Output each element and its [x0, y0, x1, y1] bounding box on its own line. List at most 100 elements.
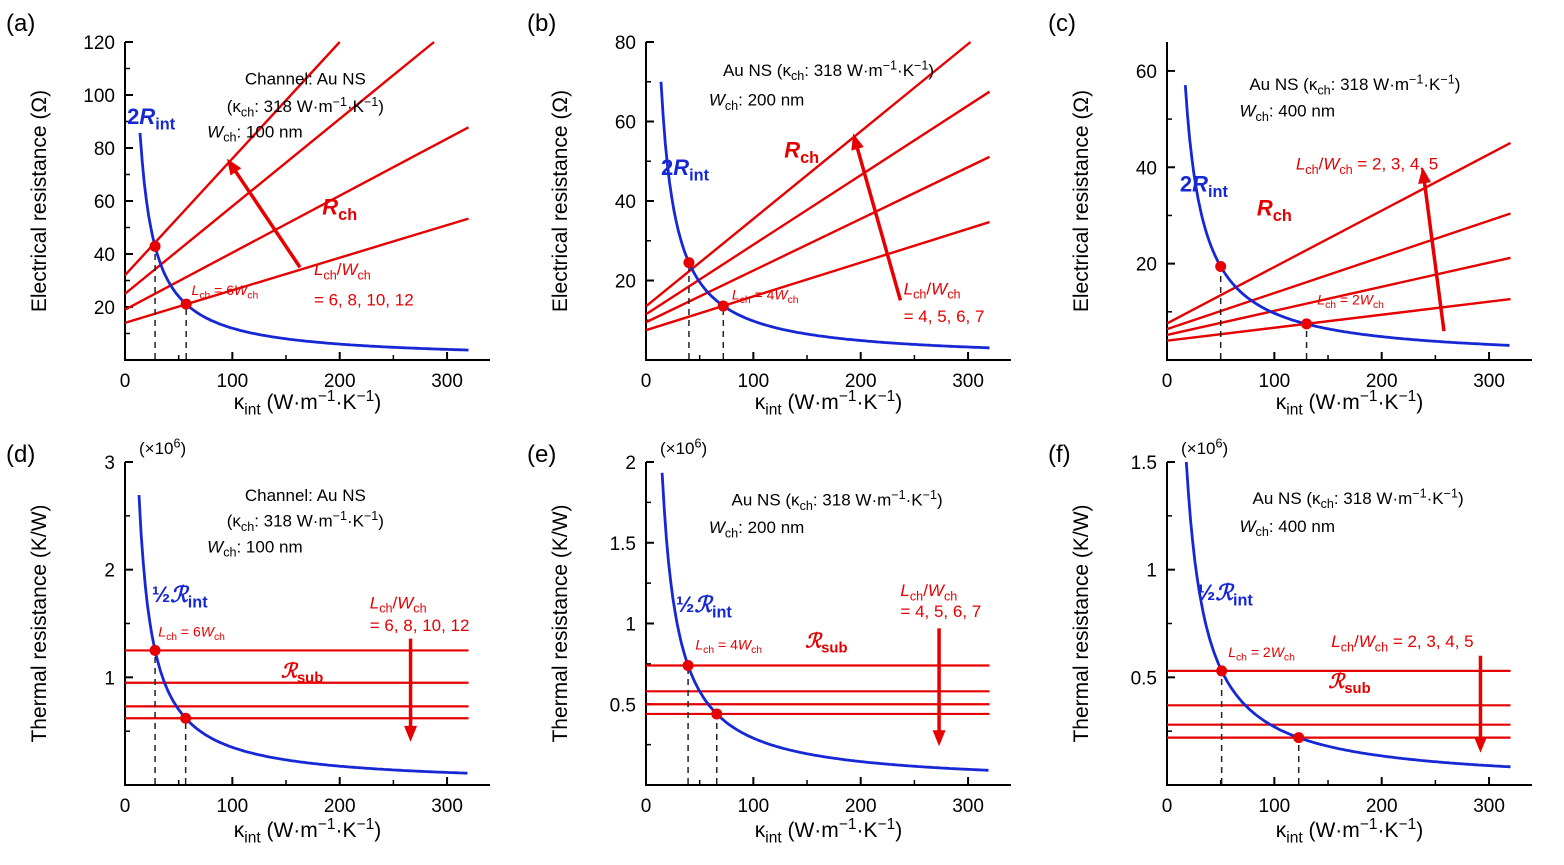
panel-tag: (d)	[6, 441, 35, 468]
lw-equality-label: Lch = 2Wch	[1317, 292, 1384, 312]
y-axis-label: Thermal resistance (K/W)	[28, 504, 51, 742]
x-tick-label: 300	[431, 796, 463, 817]
blue-curve	[659, 81, 990, 350]
trend-arrow-head	[404, 725, 418, 742]
panel-tag: (f)	[1048, 441, 1071, 468]
panel-subtitle: (κch: 318 W·m−1·K−1)	[227, 95, 384, 120]
y-tick-label: 60	[94, 192, 115, 213]
panel-d: 0 100 200 300 1 2 3 Channel: Au NS (κch: 318 W·m…	[0, 433, 521, 865]
scale-label: (×106)	[660, 437, 707, 458]
x-tick-label: 200	[1366, 371, 1398, 392]
red-line	[124, 41, 435, 295]
ratio-list-values: = 6, 8, 10, 12	[370, 616, 470, 635]
scale-label: (×106)	[139, 437, 186, 458]
y-tick-label: 60	[615, 113, 636, 134]
trend-arrow-head	[932, 730, 946, 747]
x-tick-label: 100	[1259, 371, 1291, 392]
red-hlines-label: ℛsub	[281, 658, 323, 686]
channel-width-label: Wch: 100 nm	[207, 122, 303, 144]
data-dot	[1216, 665, 1228, 677]
panel-title: Au NS (κch: 318 W·m−1·K−1)	[732, 488, 943, 513]
ratio-list-values: = 4, 5, 6, 7	[900, 602, 981, 621]
panel-tag: (e)	[527, 441, 556, 468]
data-dot	[1293, 732, 1305, 744]
trend-arrow-head	[1418, 167, 1432, 184]
axes	[124, 42, 490, 361]
panel-title: Au NS (κch: 318 W·m−1·K−1)	[723, 58, 934, 83]
red-line	[645, 90, 991, 316]
trend-arrow	[1422, 176, 1446, 332]
red-line	[124, 41, 341, 277]
y-tick-label: 20	[1136, 255, 1157, 276]
data-dot	[149, 240, 161, 252]
x-axis-label: κint (W·m−1·K−1)	[1276, 388, 1423, 418]
red-line	[1166, 212, 1511, 331]
trend-arrow-head	[851, 133, 864, 151]
lw-equality-label: Lch = 2Wch	[1228, 644, 1295, 664]
y-tick-label: 2	[625, 453, 636, 474]
x-axis-label: κint (W·m−1·K−1)	[755, 388, 902, 418]
panel-e: 0 100 200 300 0.5 1 1.5 2 Au NS (κch: 318 W·m−1·…	[521, 433, 1042, 865]
red-line	[645, 155, 991, 324]
ratio-list-label: Lch/Wch = 2, 3, 4, 5	[1331, 632, 1473, 654]
y-tick-label: 120	[83, 33, 115, 54]
panel-a: 0 100 200 300 20 40 60 80 100 120 Channel: Au NS (κ…	[0, 0, 521, 433]
x-tick-label: 300	[952, 796, 984, 817]
y-tick-label: 2	[104, 561, 115, 582]
red-lines-label: Rch	[784, 137, 819, 167]
lw-equality-label: Lch = 6Wch	[192, 282, 259, 302]
channel-width-label: Wch: 200 nm	[709, 518, 805, 540]
red-line	[124, 126, 470, 311]
x-tick-label: 100	[738, 371, 770, 392]
panel-subtitle: (κch: 318 W·m−1·K−1)	[227, 509, 384, 534]
ratio-list-label: Lch/Wch	[314, 260, 371, 282]
y-tick-label: 40	[615, 192, 636, 213]
red-hlines-label: ℛsub	[805, 629, 847, 657]
x-tick-label: 200	[845, 371, 877, 392]
trend-arrow	[854, 142, 903, 301]
panel-tag: (a)	[6, 10, 35, 37]
ratio-list-values: = 6, 8, 10, 12	[314, 291, 414, 310]
y-tick-label: 40	[1136, 158, 1157, 179]
panel-d-chart: 0 100 200 300 1 2 3 Channel: Au NS (κch: 318 W·m…	[6, 437, 490, 846]
x-tick-label: 200	[845, 796, 877, 817]
y-axis-label: Electrical resistance (Ω)	[549, 90, 572, 312]
x-tick-label: 100	[217, 371, 249, 392]
y-axis-label: Thermal resistance (K/W)	[1070, 504, 1093, 742]
panel-b-chart: 0 100 200 300 20 40 60 80 Au NS (κch: 318 W·m−1·…	[527, 10, 1011, 418]
x-tick-label: 0	[1162, 796, 1173, 817]
red-line	[1166, 256, 1511, 337]
x-tick-label: 100	[738, 796, 770, 817]
y-tick-label: 80	[615, 33, 636, 54]
panel-a-chart: 0 100 200 300 20 40 60 80 100 120 Channel: Au NS (κ…	[6, 10, 490, 418]
panel-title: Au NS (κch: 318 W·m−1·K−1)	[1253, 487, 1464, 512]
red-line	[1166, 141, 1512, 325]
panel-f-chart: 0 100 200 300 0.5 1 1.5 Au NS (κch: 318 W·m−1·K…	[1048, 437, 1532, 846]
ratio-list-values: = 4, 5, 6, 7	[904, 307, 985, 326]
y-tick-label: 40	[94, 245, 115, 266]
x-axis-label: κint (W·m−1·K−1)	[1276, 816, 1423, 846]
data-dot	[682, 659, 694, 671]
x-tick-label: 200	[324, 371, 356, 392]
y-tick-label: 0.5	[1131, 668, 1157, 689]
panel-c: 0 100 200 300 20 40 60 Au NS (κch: 318 W·m−1·K−…	[1042, 0, 1564, 433]
lw-equality-label: Lch = 4Wch	[695, 636, 762, 656]
lw-equality-label: Lch = 4Wch	[732, 287, 799, 307]
red-hlines-label: ℛsub	[1328, 669, 1370, 697]
x-tick-label: 300	[1473, 796, 1505, 817]
y-tick-label: 0.5	[610, 695, 636, 716]
red-lines-label: Rch	[1257, 195, 1292, 225]
x-tick-label: 300	[1473, 371, 1505, 392]
x-tick-label: 200	[1366, 796, 1398, 817]
x-tick-label: 0	[1162, 371, 1173, 392]
y-tick-label: 20	[94, 298, 115, 319]
axes	[645, 462, 1011, 786]
x-tick-label: 0	[641, 371, 652, 392]
panel-f: 0 100 200 300 0.5 1 1.5 Au NS (κch: 318 W·m−1·K…	[1042, 433, 1564, 865]
y-tick-label: 1.5	[610, 534, 636, 555]
y-tick-label: 100	[83, 86, 115, 107]
blue-curve	[1184, 461, 1511, 769]
x-tick-label: 300	[431, 371, 463, 392]
y-axis-label: Electrical resistance (Ω)	[1070, 90, 1093, 312]
